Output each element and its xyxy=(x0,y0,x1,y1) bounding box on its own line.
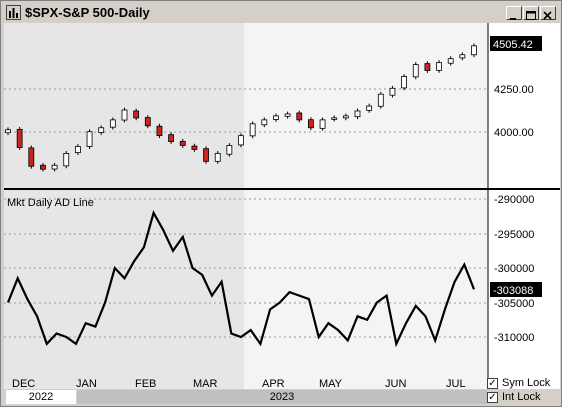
month-mar: MAR xyxy=(193,378,218,389)
price-tick-4000: 4000.00 xyxy=(494,127,534,139)
chart-canvas[interactable]: Mkt Daily AD Line 4250.00 4000.00 4505.4… xyxy=(4,23,560,390)
price-tick-4250: 4250.00 xyxy=(494,84,534,96)
candle-body xyxy=(168,134,175,142)
footer-bar: 2022 2023 xyxy=(4,389,560,405)
panel-divider xyxy=(4,188,560,190)
candle-body xyxy=(109,119,116,128)
candle-body xyxy=(5,129,11,134)
candle-body xyxy=(401,76,408,89)
int-lock-check-icon[interactable]: ✓ xyxy=(487,392,498,403)
candle-body xyxy=(63,153,70,167)
candle-body xyxy=(366,105,373,111)
candle-body xyxy=(121,109,128,121)
int-lock-label: Int Lock xyxy=(502,391,541,403)
candle-body xyxy=(203,148,209,162)
ad-tick-305000: -305000 xyxy=(494,298,534,310)
candle-body xyxy=(214,153,221,162)
candle-body xyxy=(226,145,233,155)
close-button[interactable] xyxy=(540,6,556,20)
candle-body xyxy=(191,145,198,150)
candle-body xyxy=(319,119,326,129)
month-apr: APR xyxy=(262,378,285,389)
candle-body xyxy=(179,140,186,146)
candle-body xyxy=(133,110,140,119)
year-label-2022: 2022 xyxy=(6,390,76,404)
candle-body xyxy=(86,131,93,147)
candle-body xyxy=(156,125,163,137)
title-bar[interactable]: $SPX-S&P 500-Daily xyxy=(2,2,561,23)
maximize-icon xyxy=(526,11,536,20)
chart-app-icon xyxy=(6,5,21,20)
ad-tick-300000: -300000 xyxy=(494,263,534,275)
candle-body xyxy=(75,146,81,154)
candle-body xyxy=(471,45,477,56)
candle-body xyxy=(144,117,151,127)
ad-last-box xyxy=(490,282,542,297)
candle-body xyxy=(342,115,349,119)
month-jan: JAN xyxy=(76,378,97,389)
month-jun: JUN xyxy=(385,378,406,389)
close-icon xyxy=(543,11,552,20)
month-feb: FEB xyxy=(135,378,156,389)
minimize-icon xyxy=(510,18,516,20)
candle-body xyxy=(412,64,419,78)
year-label-2023: 2023 xyxy=(77,390,487,404)
month-may: MAY xyxy=(319,378,343,389)
maximize-button[interactable] xyxy=(523,6,539,20)
candle-body xyxy=(40,164,46,170)
chart-area[interactable]: Mkt Daily AD Line 4250.00 4000.00 4505.4… xyxy=(4,23,560,405)
candle-body xyxy=(331,117,338,120)
candle-body xyxy=(98,127,105,133)
sym-lock-check-icon[interactable]: ✓ xyxy=(487,378,498,389)
candle-body xyxy=(238,135,244,146)
sym-lock-label: Sym Lock xyxy=(502,377,551,389)
candle-body xyxy=(436,62,442,71)
ad-last-value: -303088 xyxy=(493,285,533,297)
candle-body xyxy=(377,93,384,107)
axis-background xyxy=(488,23,560,389)
candle-body xyxy=(16,128,23,148)
candle-body xyxy=(354,110,361,118)
candle-body xyxy=(447,58,454,64)
ad-tick-310000: -310000 xyxy=(494,332,534,344)
grid-lines xyxy=(4,88,488,338)
candle-body xyxy=(459,54,466,59)
candle-body xyxy=(296,112,303,121)
month-dec: DEC xyxy=(12,378,35,389)
price-last-box xyxy=(490,36,542,51)
candle-body xyxy=(307,119,314,129)
plot-highlight xyxy=(244,23,488,389)
ad-tick-290000: -290000 xyxy=(494,194,534,206)
candle-body xyxy=(28,147,35,167)
window-title: $SPX-S&P 500-Daily xyxy=(25,5,150,20)
candle-body xyxy=(51,164,58,170)
price-candles xyxy=(5,43,477,172)
ad-panel-label: Mkt Daily AD Line xyxy=(7,197,94,209)
month-jul: JUL xyxy=(446,378,466,389)
ad-tick-295000: -295000 xyxy=(494,229,534,241)
candle-body xyxy=(273,115,279,120)
minimize-button[interactable] xyxy=(506,6,522,20)
candle-body xyxy=(249,123,256,137)
candle-body xyxy=(424,63,431,71)
ad-line-series xyxy=(6,209,476,348)
candle-body xyxy=(284,113,291,117)
candle-body xyxy=(261,119,268,126)
price-last-value: 4505.42 xyxy=(493,39,533,51)
candle-body xyxy=(389,87,396,96)
